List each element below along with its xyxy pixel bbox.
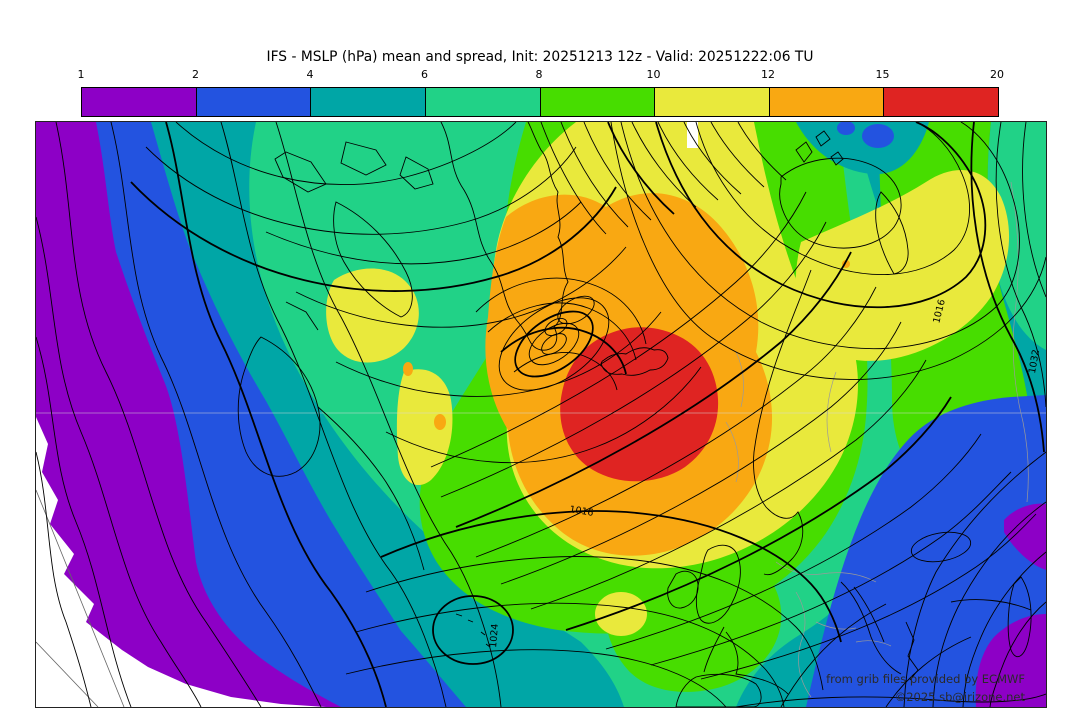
spread-region-yellow-strip [396,369,453,486]
colorbar-segment-2-4 [196,88,312,116]
coastline-britain [695,544,741,624]
colorbar-tick: 10 [646,68,661,81]
colorbar-segment-8-10 [540,88,656,116]
coastline-labrador [317,406,425,571]
coastline-novaya-zemlya [875,191,909,275]
spread-region-yellow-labrador [326,268,419,363]
colorbar-tick-labels: 1 2 4 6 8 10 12 15 20 [77,68,1005,84]
page-title: IFS - MSLP (hPa) mean and spread, Init: … [266,49,814,65]
coastline-ireland [667,570,699,609]
coastline-iberia [675,673,762,707]
spread-region-teal-svalbard [796,122,929,175]
country-borders [725,181,1029,698]
attribution-copyright: ©2025 sb@irizone.net [894,690,1025,704]
coastline-arctic-islands [274,141,434,193]
isobar-label: 1032 [1027,349,1042,375]
coastline-hudson-bay [237,336,321,477]
coastline-baffin [333,201,413,318]
no-data-white-wedge [36,417,326,707]
colorbar-segment-15-20 [884,88,998,116]
spread-spot-orange [403,362,413,376]
colorbar-segment-12-15 [769,88,885,116]
colorbar-tick: 4 [306,68,314,81]
colorbar-segment-10-12 [655,88,770,116]
spread-region-purple-corner [975,614,1046,707]
coastline-ungava [285,301,319,331]
coastline-italy [840,581,902,675]
spread-region-purple-east [1004,503,1046,570]
colorbar-segment-6-8 [425,88,541,116]
colorbar-tick: 12 [761,68,775,81]
spread-spot-blue [862,124,894,148]
isobar-lines [36,122,1046,707]
colorbar-tick: 2 [192,68,199,81]
spread-region-red-core [560,327,719,482]
coastline-iceland [600,347,669,376]
colorbar-tick: 1 [77,68,85,81]
weather-map: 1016 1016 1032 1024 [35,121,1047,708]
coastline-greece [905,621,919,681]
coastline-caspian [1007,576,1032,658]
graticule [36,412,1046,707]
no-data-white-notch [687,122,698,148]
colorbar-tick: 20 [990,68,1004,81]
colorbar-segment-1-2 [82,88,197,116]
colorbar-tick: 15 [875,68,890,81]
colorbar-segment-4-6 [311,88,426,116]
coastline-svalbard [795,130,844,166]
isobar-labels: 1016 1016 1032 1024 [488,298,1042,648]
coastline-france [703,626,789,695]
colorbar [81,87,999,117]
coastline-greenland [440,122,569,351]
coastline-scandinavia [753,269,812,576]
spread-spot-blue [837,122,855,135]
spread-region-blue-southeast [806,395,1046,707]
isobar-label: 1016 [569,504,595,519]
coastline-north-africa [735,693,1046,707]
spread-shading [36,122,1046,707]
colorbar-tick: 6 [421,68,428,81]
spread-region-yellow-ridge [795,170,1010,361]
spread-spot-orange [434,414,446,430]
map-canvas: 1016 1016 1032 1024 [36,122,1046,707]
attribution-source: from grib files provided by ECMWF [826,672,1025,686]
isobar-label: 1024 [488,623,501,648]
spread-region-yellow-france-spot [595,592,647,636]
coastline-turkey [950,599,1032,611]
coastlines [237,122,1046,707]
colorbar-tick: 8 [535,68,543,81]
coastline-azores-islands [455,613,491,648]
